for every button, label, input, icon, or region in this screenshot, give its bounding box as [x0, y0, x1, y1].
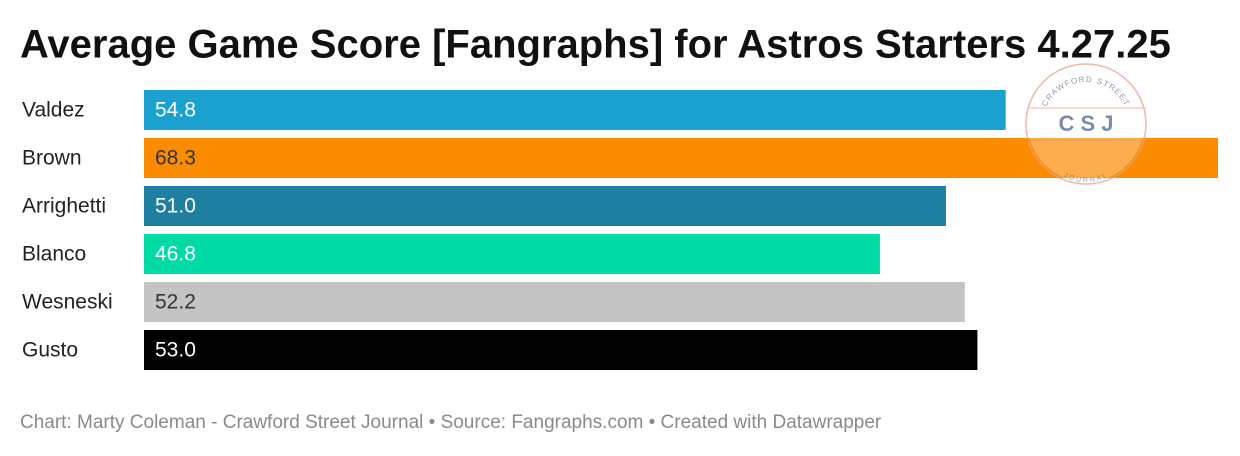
value-label: 53.0: [155, 339, 196, 362]
bar: [144, 186, 946, 226]
logo: CRAWFORD STREET C S J JOURNAL: [1025, 63, 1147, 185]
category-label: Arrighetti: [22, 195, 106, 218]
bar: [144, 90, 1006, 130]
value-label: 68.3: [155, 147, 196, 170]
value-label: 46.8: [155, 243, 196, 266]
bar: [144, 282, 965, 322]
logo-fill: [1028, 66, 1144, 182]
chart-title: Average Game Score [Fangraphs] for Astro…: [20, 23, 1171, 67]
category-label: Blanco: [22, 243, 86, 266]
logo-middle: C S J: [1058, 111, 1113, 136]
bar: [144, 138, 1218, 178]
bar: [144, 330, 978, 370]
value-label: 52.2: [155, 291, 196, 314]
value-label: 51.0: [155, 195, 196, 218]
category-label: Wesneski: [22, 291, 113, 314]
category-label: Brown: [22, 147, 82, 170]
bar: [144, 234, 880, 274]
logo-ring: [1025, 63, 1147, 185]
category-label: Valdez: [22, 99, 85, 122]
footer: Chart: Marty Coleman - Crawford Street J…: [20, 412, 882, 433]
category-label: Gusto: [22, 339, 78, 362]
value-label: 54.8: [155, 99, 196, 122]
